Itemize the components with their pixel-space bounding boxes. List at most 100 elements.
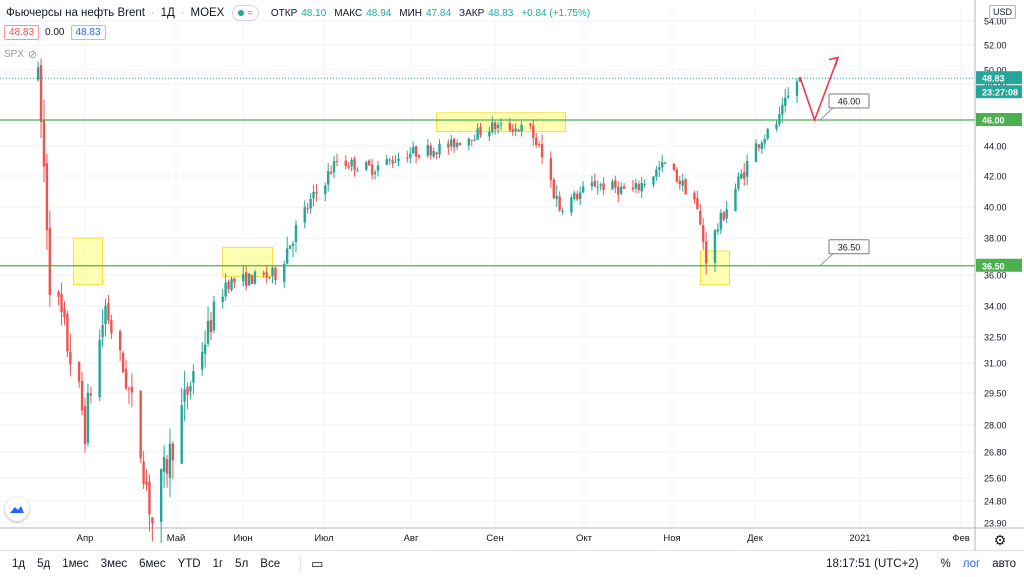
candle-body xyxy=(725,209,728,219)
timeframe-3m[interactable]: 3мес xyxy=(100,558,128,570)
candle-body xyxy=(356,170,359,172)
candle-body xyxy=(693,192,696,200)
timeframe-all[interactable]: Все xyxy=(260,558,281,570)
time-tick-label: Май xyxy=(167,533,186,544)
candle-body xyxy=(180,405,183,464)
timeframe-1y[interactable]: 1г xyxy=(212,558,224,570)
auto-toggle[interactable]: авто xyxy=(992,558,1016,570)
candle-body xyxy=(447,143,450,148)
spx-label: SPX xyxy=(4,49,25,60)
low-label: МИН xyxy=(399,7,422,19)
price-tick-label: 44.00 xyxy=(984,142,1007,152)
candle-body xyxy=(432,151,435,157)
candle-body xyxy=(722,212,725,220)
candle-body xyxy=(127,388,131,390)
time-tick-label: Ноя xyxy=(663,533,680,544)
candle-body xyxy=(634,182,638,189)
candle-body xyxy=(353,158,356,170)
ask-value[interactable]: 48.83 xyxy=(70,25,106,40)
candle-body xyxy=(704,241,708,264)
candle-body xyxy=(622,186,626,189)
timeframe-5y[interactable]: 5л xyxy=(235,558,249,570)
candle-body xyxy=(242,274,245,282)
candle-body xyxy=(209,319,213,333)
candle-body xyxy=(535,138,538,146)
price-tick-label: 42.00 xyxy=(984,172,1007,182)
candle-body xyxy=(593,180,597,187)
candle-body xyxy=(476,128,479,140)
currency-label[interactable]: USD xyxy=(989,5,1017,19)
candle-body xyxy=(455,142,459,147)
symbol-title[interactable]: Фьючерсы на нефть Brent xyxy=(6,7,145,19)
status-pill[interactable]: ≈ xyxy=(232,5,259,21)
candle-body xyxy=(89,393,93,396)
price-tick-label: 24.80 xyxy=(984,497,1007,507)
level-callouts: 46.00 36.50 xyxy=(819,93,870,267)
timeframe-ytd[interactable]: YTD xyxy=(177,558,201,570)
price-tick-label: 52.00 xyxy=(984,41,1007,51)
time-tick-label: Сен xyxy=(486,533,503,544)
time-tick-label: Окт xyxy=(576,533,593,544)
chart-grid xyxy=(0,0,1024,550)
candle-body xyxy=(435,152,438,155)
candle-body xyxy=(675,169,679,182)
price-tick-label: 31.00 xyxy=(984,359,1007,369)
candle-body xyxy=(385,159,388,165)
calendar-range-icon[interactable]: ▭ xyxy=(300,556,323,572)
candle-body xyxy=(702,225,705,243)
countdown-tag: 23:27:08 xyxy=(982,88,1018,98)
interval-label[interactable]: 1Д xyxy=(160,7,175,19)
candle-body xyxy=(121,352,125,373)
candle-body xyxy=(570,197,573,213)
last-price-tag: 48.83 xyxy=(982,74,1005,84)
candle-body xyxy=(787,95,790,98)
open-label: ОТКР xyxy=(270,7,298,19)
candle-body xyxy=(183,389,186,402)
candle-body xyxy=(775,124,778,129)
candle-body xyxy=(206,320,210,344)
bid-value[interactable]: 48.83 xyxy=(4,25,40,40)
candle-body xyxy=(221,296,224,302)
high-label: МАКС xyxy=(334,7,363,19)
candle-body xyxy=(743,172,746,179)
candle-body xyxy=(230,278,233,290)
timeframe-1d[interactable]: 1д xyxy=(12,558,26,570)
candle-body xyxy=(118,331,122,351)
mountain-icon xyxy=(10,506,24,513)
price-tick-label: 26.80 xyxy=(984,448,1007,458)
candle-body xyxy=(479,126,482,136)
candle-body xyxy=(142,461,145,484)
candle-body xyxy=(162,457,166,472)
candle-body xyxy=(335,160,339,162)
candle-body xyxy=(672,163,676,170)
price-axis: 54.00 52.00 50.00 48.00 46.00 44.00 42.00 40.00… xyxy=(976,17,1022,529)
percent-toggle[interactable]: % xyxy=(940,558,951,570)
settings-gear-icon[interactable]: ⚙ xyxy=(993,531,1007,548)
timeframe-5d[interactable]: 5д xyxy=(37,558,51,570)
candle-body xyxy=(450,139,453,147)
chart-legend: Фьючерсы на нефть Brent · 1Д · MOEX ≈ ОТ… xyxy=(6,5,590,21)
level-price-tag: 46.00 xyxy=(982,116,1005,126)
tradingview-logo-icon[interactable] xyxy=(5,497,29,521)
candle-body xyxy=(373,172,377,175)
candle-body xyxy=(734,188,737,212)
clock-time[interactable]: 18:17:51 (UTC+2) xyxy=(826,558,919,570)
candle-body xyxy=(39,65,43,123)
timeframe-6m[interactable]: 6мес xyxy=(139,558,166,570)
candle-body xyxy=(778,113,781,125)
candle-body xyxy=(532,125,535,139)
log-toggle[interactable]: лог xyxy=(962,558,981,570)
candle-body xyxy=(253,271,257,284)
candle-body xyxy=(294,224,298,242)
candle-body xyxy=(244,272,248,287)
candle-body xyxy=(66,313,69,352)
candle-body xyxy=(83,406,87,445)
timeframe-1m[interactable]: 1мес xyxy=(62,558,89,570)
hide-eye-icon[interactable]: ⊘ xyxy=(28,49,38,61)
candle-body xyxy=(549,158,553,181)
candle-body xyxy=(397,158,400,162)
bottom-right-controls: 18:17:51 (UTC+2) % лог авто xyxy=(826,551,1024,577)
compare-row: SPX ⊘ xyxy=(4,48,37,61)
candle-body xyxy=(139,390,142,459)
